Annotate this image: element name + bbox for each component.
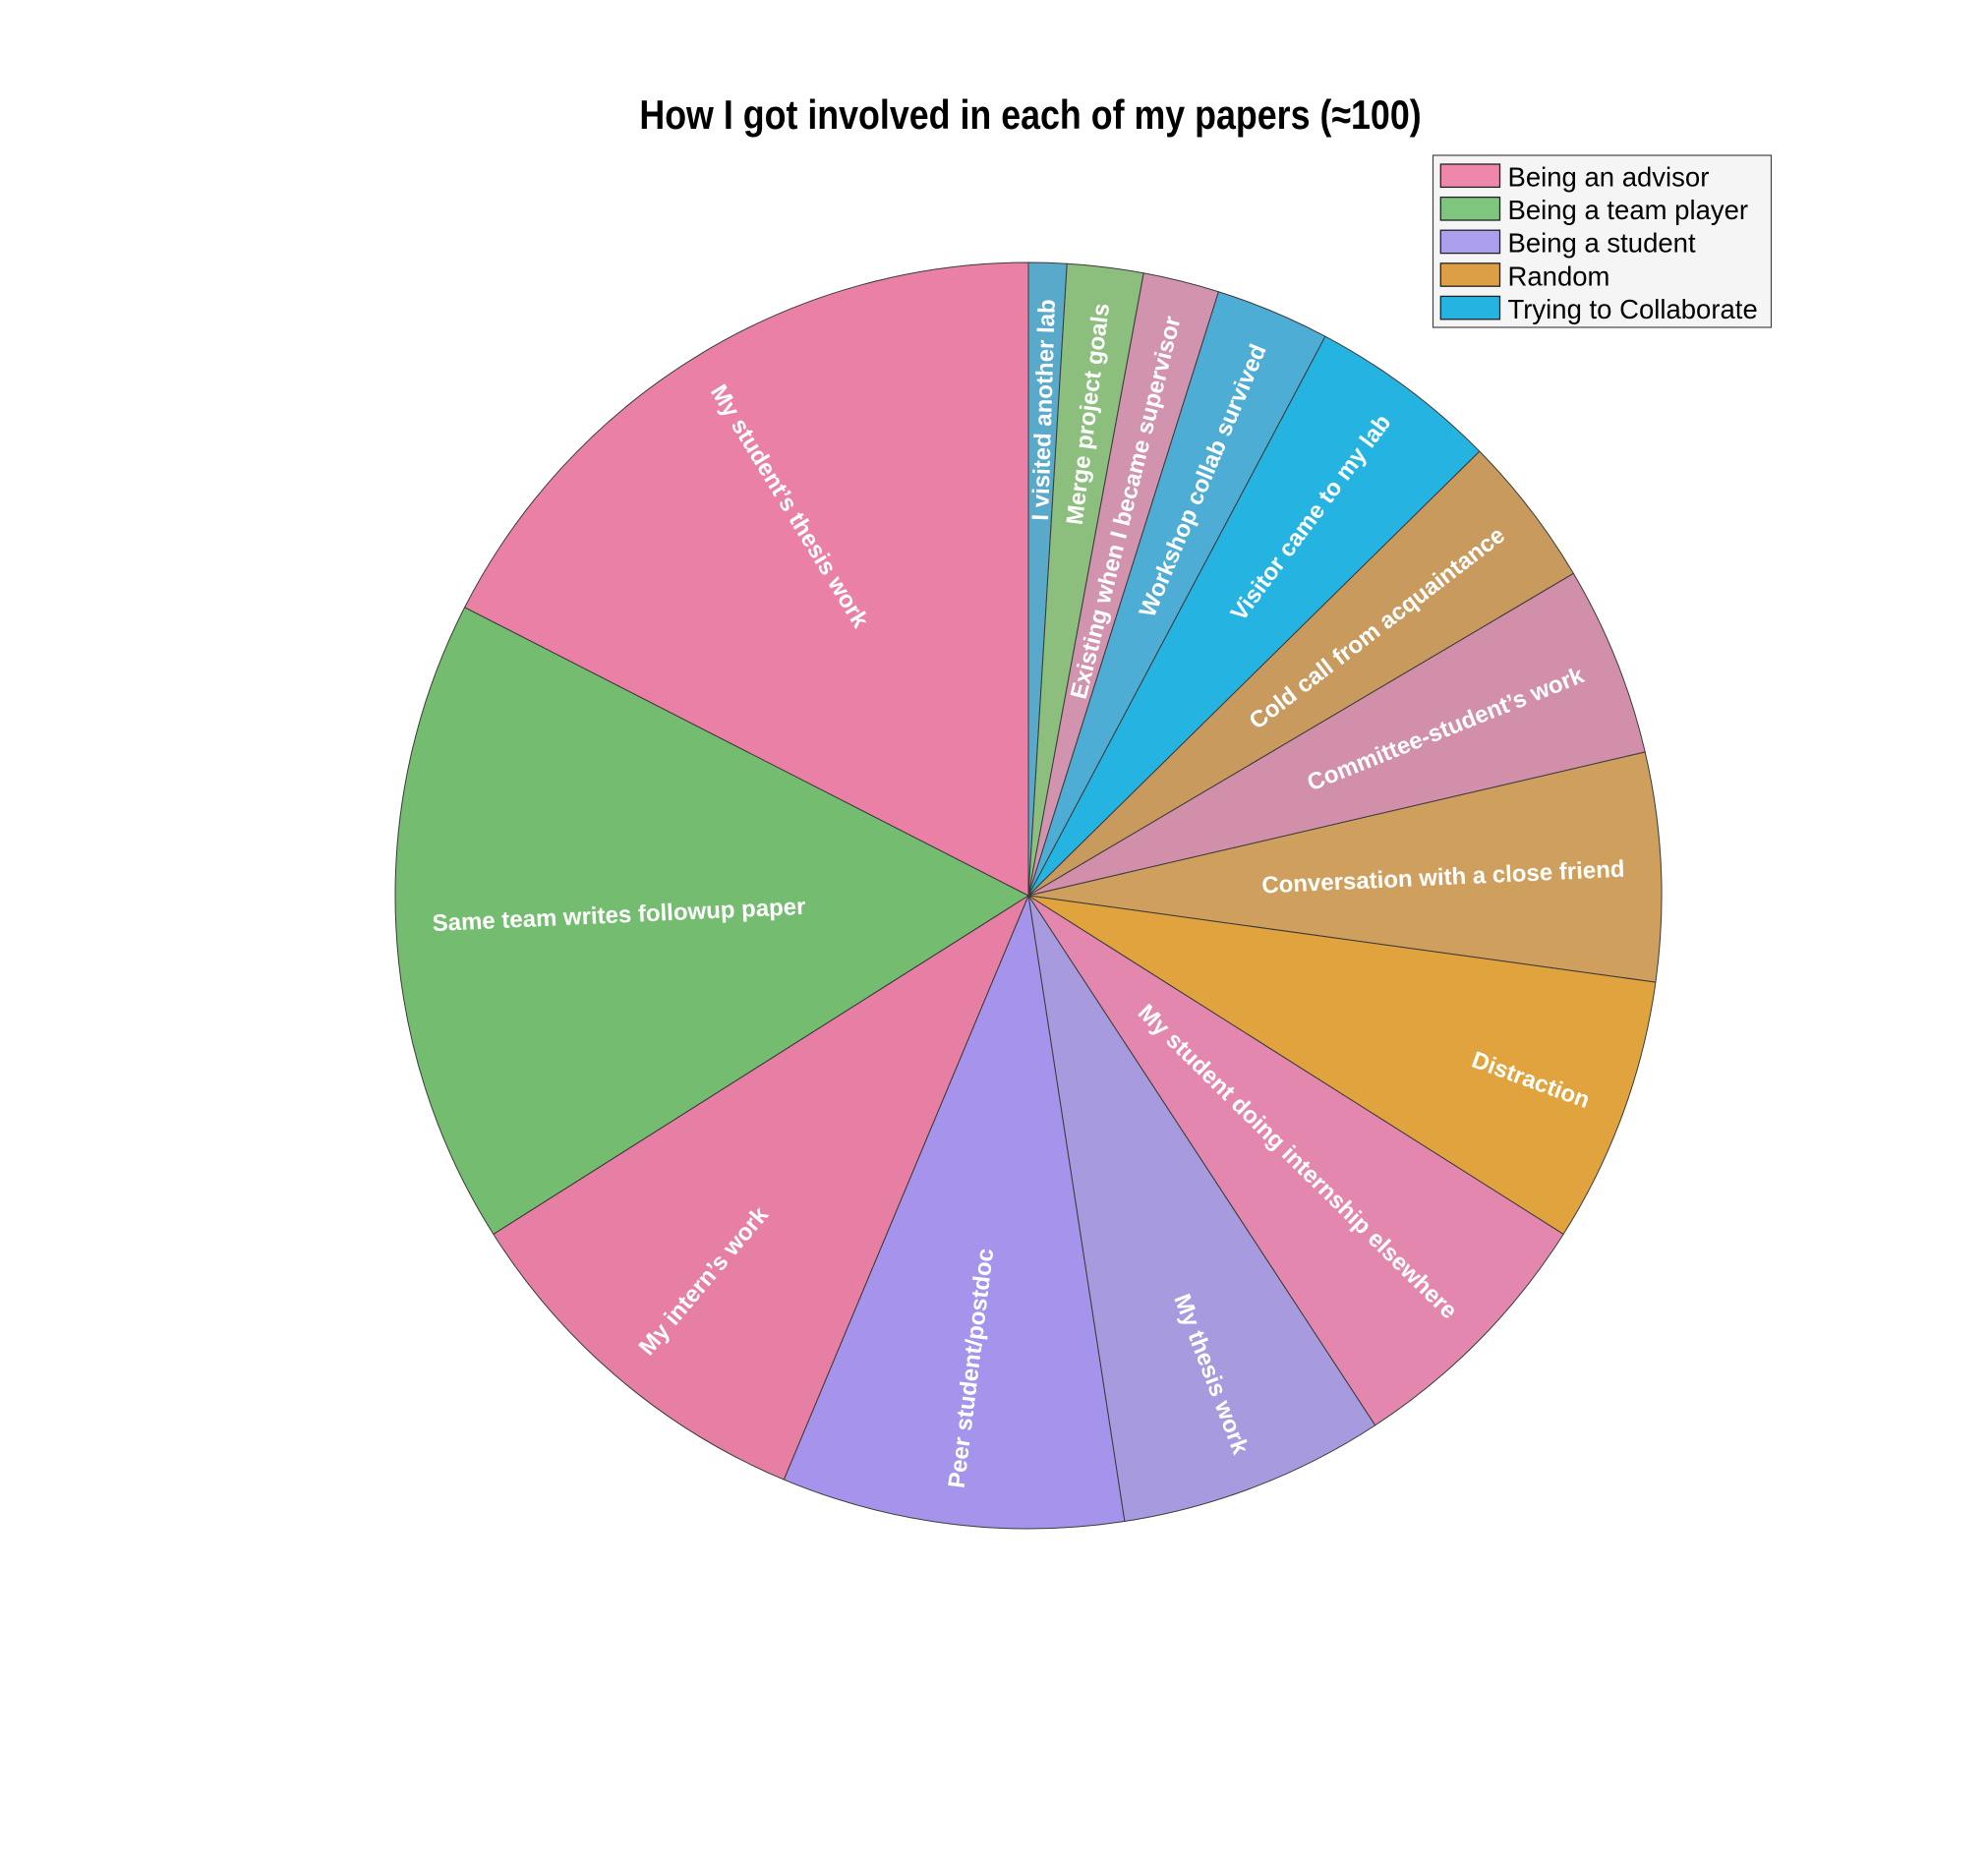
svg-text:Being an advisor: Being an advisor — [1508, 162, 1710, 193]
svg-text:Being a team player: Being a team player — [1508, 195, 1749, 225]
svg-text:Random: Random — [1508, 261, 1610, 291]
svg-text:Being a student: Being a student — [1508, 228, 1696, 259]
svg-text:Trying to Collaborate: Trying to Collaborate — [1508, 294, 1758, 324]
svg-text:How I got involved in each of: How I got involved in each of my papers … — [639, 91, 1421, 138]
